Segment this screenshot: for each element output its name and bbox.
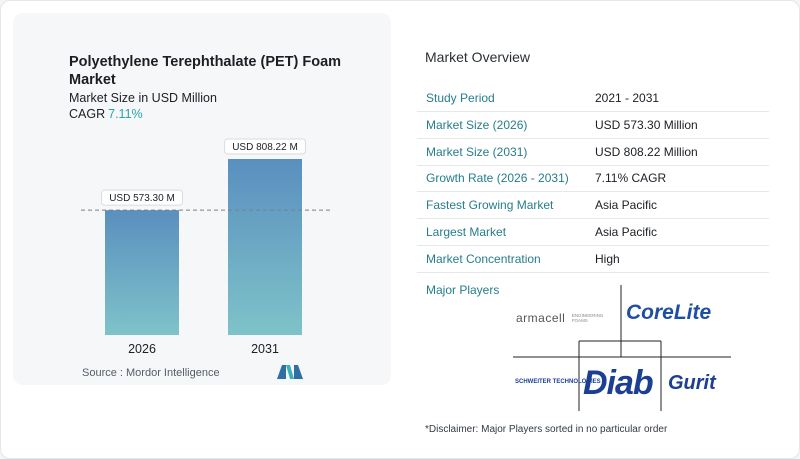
bar-2026: [105, 210, 179, 335]
x-tick-label: 2026: [128, 342, 156, 356]
overview-title: Market Overview: [425, 49, 531, 65]
overview-row: Largest Market Asia Pacific: [417, 219, 769, 246]
cagr-value: 7.11%: [108, 107, 143, 121]
overview-row-value: 7.11% CAGR: [595, 171, 667, 186]
overview-row-key: Market Size (2026): [426, 117, 528, 132]
overview-row: Market Concentration High: [417, 246, 769, 273]
diab-logo: Diab: [583, 364, 654, 402]
overview-row-key: Market Size (2031): [426, 144, 528, 159]
overview-row-value: USD 573.30 Million: [595, 117, 698, 132]
data-label: USD 808.22 M: [232, 142, 298, 153]
armacell-logo-text: armacell: [516, 311, 566, 325]
overview-row-value: Asia Pacific: [595, 225, 658, 239]
overview-row: Growth Rate (2026 - 2031) 7.11% CAGR: [417, 165, 769, 193]
overview-row-value: USD 808.22 Million: [595, 144, 698, 159]
overview-row: Market Size (2026) USD 573.30 Million: [417, 112, 769, 139]
overview-row-value: Asia Pacific: [595, 198, 658, 213]
chart-subtitle: Market Size in USD Million: [69, 91, 217, 105]
disclaimer-text: *Disclaimer: Major Players sorted in no …: [425, 424, 668, 435]
mordor-logo-icon: [277, 365, 303, 379]
armacell-logo-tagline: ENGINEERING FOAMS: [571, 312, 604, 323]
overview-row-key: Growth Rate (2026 - 2031): [426, 171, 569, 186]
data-label-box: [224, 138, 306, 155]
players-grid: [513, 285, 731, 411]
bar-chart: 2026 USD 573.30 M 2031 USD 808.22 M: [81, 138, 331, 356]
chart-title: Polyethylene Terephthalate (PET) Foam Ma…: [69, 54, 342, 88]
overview-row-value: High: [595, 251, 620, 266]
major-players-label: Major Players: [426, 283, 500, 297]
data-label-box: [101, 189, 183, 206]
gurit-logo: Gurit: [668, 372, 716, 394]
source-text: Source : Mordor Intelligence: [82, 367, 220, 379]
overview-row-key: Market Concentration: [426, 251, 541, 266]
cagr-label: CAGR: [69, 107, 106, 121]
schweiter-logo: SCHWEITER TECHNOLOGIES: [515, 379, 601, 385]
armacell-logo: armacell ENGINEERING FOAMS: [516, 309, 604, 327]
corelite-logo: CoreLite: [626, 301, 712, 324]
overview-row: Fastest Growing Market Asia Pacific: [417, 192, 769, 220]
data-label: USD 573.30 M: [109, 193, 175, 204]
overview-row-value: 2021 - 2031: [595, 91, 660, 105]
chart-panel: [13, 13, 391, 385]
overview-row: Market Size (2031) USD 808.22 Million: [417, 139, 769, 166]
bar-2031: [228, 159, 302, 335]
cagr-line: CAGR 7.11%: [69, 107, 143, 121]
overview-row-key: Largest Market: [426, 225, 507, 239]
overview-row-key: Study Period: [426, 91, 495, 105]
overview-row-key: Fastest Growing Market: [426, 198, 554, 213]
overview-row: Study Period 2021 - 2031: [417, 85, 769, 112]
x-tick-label: 2031: [251, 342, 279, 356]
